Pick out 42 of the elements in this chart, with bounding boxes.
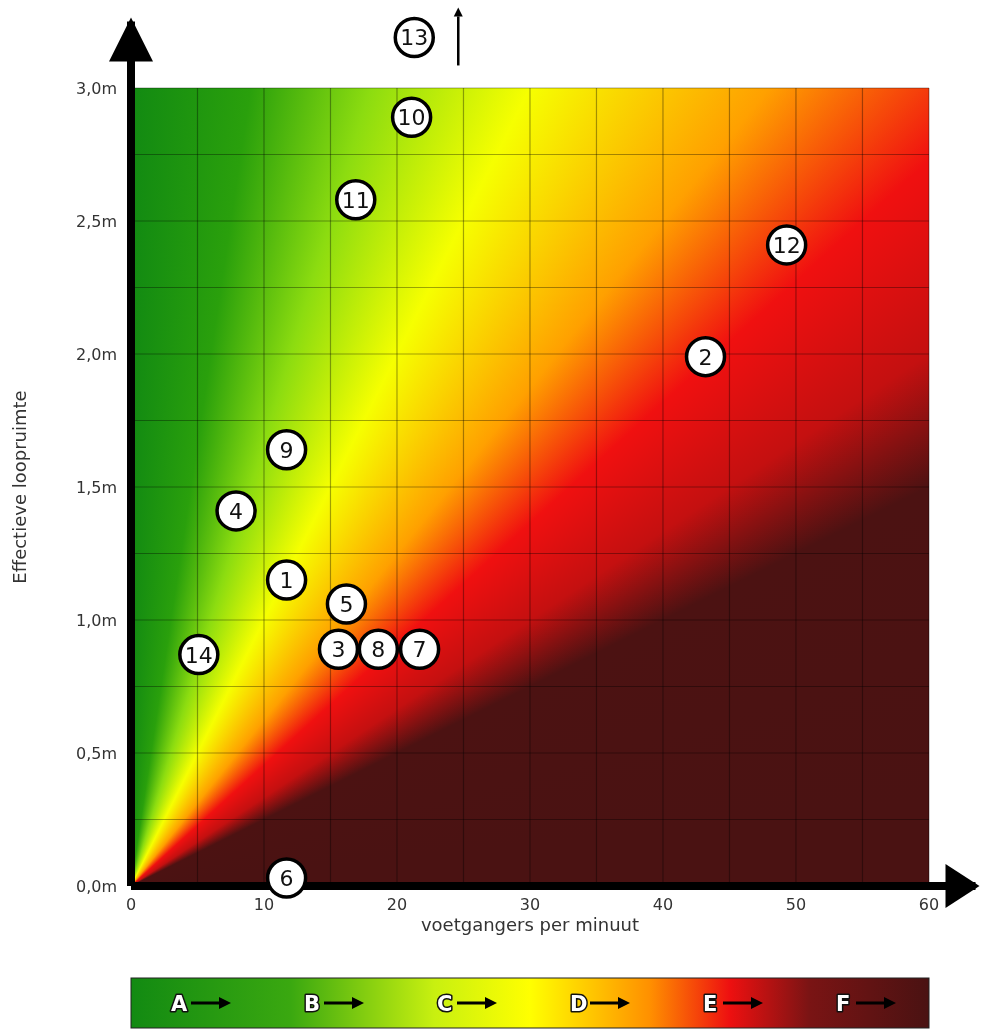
- point: [317, 628, 360, 671]
- x-tick-label: 30: [519, 895, 541, 914]
- series-label: 1: [279, 568, 294, 594]
- x-tick-label: 50: [785, 895, 807, 914]
- series-label: 10: [397, 105, 426, 131]
- series-label: 12: [772, 232, 801, 258]
- series-label: 11: [341, 187, 370, 213]
- y-tick-label: 3,0m: [75, 78, 117, 98]
- text: B: [304, 991, 321, 1016]
- y-tick-label: 2,5m: [75, 211, 117, 231]
- text: F: [836, 991, 851, 1016]
- x-tick-label: 60: [918, 895, 940, 914]
- series-label: 5: [339, 591, 354, 617]
- x-tick-label: 10: [253, 895, 275, 914]
- text: C: [437, 991, 453, 1016]
- point: [684, 335, 727, 378]
- y-tick-label: 2,0m: [75, 344, 117, 364]
- series-label: 7: [412, 637, 427, 663]
- point: [265, 429, 308, 471]
- x-axis-title: voetgangers per minuut: [420, 914, 640, 935]
- point: [325, 583, 368, 625]
- x-tick-label: 0: [125, 895, 137, 914]
- legend-label: 13: [400, 25, 429, 51]
- point: [265, 559, 308, 601]
- text: D: [570, 991, 588, 1016]
- series-label: 4: [229, 498, 244, 524]
- point: [398, 628, 441, 671]
- y-tick-label: 0,5m: [75, 743, 117, 763]
- series-label: 6: [279, 865, 294, 891]
- y-axis-title: Effectieve loopruimte: [9, 390, 30, 584]
- y-tick-label: 0,0m: [75, 876, 117, 896]
- series-label: 9: [279, 437, 294, 463]
- text: E: [703, 991, 718, 1016]
- series-label: 8: [371, 637, 386, 663]
- x-tick-label: 20: [386, 895, 408, 914]
- series-label: 2: [698, 344, 713, 370]
- y-tick-label: 1,5m: [75, 477, 117, 497]
- series-label: 14: [184, 642, 213, 668]
- series-label: 3: [331, 637, 346, 663]
- y-tick-label: 1,0m: [75, 610, 117, 630]
- text: A: [171, 991, 188, 1016]
- x-tick-label: 40: [652, 895, 674, 914]
